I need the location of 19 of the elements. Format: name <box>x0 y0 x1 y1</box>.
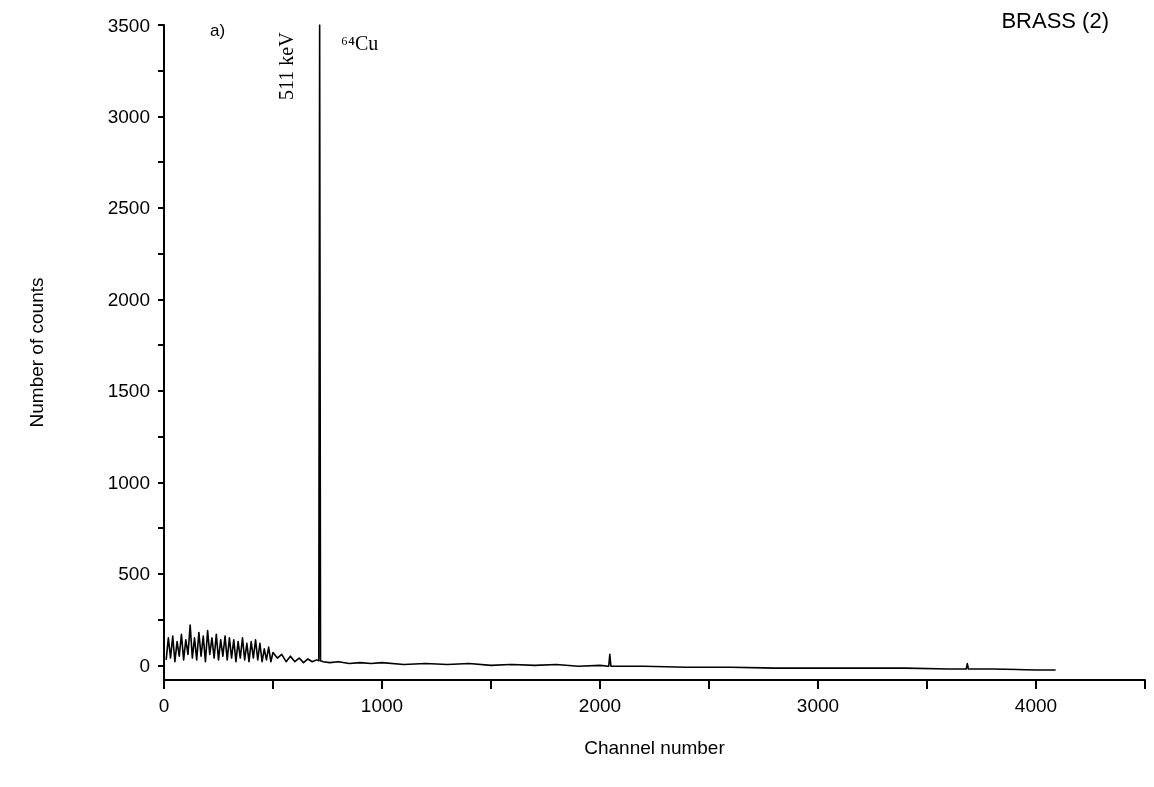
x-tick-label: 3000 <box>796 695 840 716</box>
x-tick-label: 4000 <box>1014 695 1058 716</box>
annotation: a) <box>210 21 226 40</box>
annotation: 511 keV <box>274 31 297 100</box>
y-tick-label: 500 <box>118 563 150 585</box>
y-tick-label: 1000 <box>107 471 150 493</box>
x-tick-label: 1000 <box>360 695 404 716</box>
chart-title: BRASS (2) <box>1001 7 1110 33</box>
y-tick-label: 2500 <box>107 197 150 219</box>
annotation: ⁶⁴Cu <box>341 32 379 55</box>
y-tick-label: 2000 <box>107 288 150 310</box>
y-tick-label: 3000 <box>107 105 150 127</box>
y-axis-title: Number of counts <box>26 277 47 428</box>
y-tick-label: 0 <box>139 654 150 676</box>
x-axis-title: Channel number <box>584 737 726 758</box>
x-tick-label: 0 <box>158 695 170 716</box>
x-tick-label: 2000 <box>578 695 622 716</box>
y-tick-label: 3500 <box>107 14 150 36</box>
y-tick-label: 1500 <box>107 380 150 402</box>
